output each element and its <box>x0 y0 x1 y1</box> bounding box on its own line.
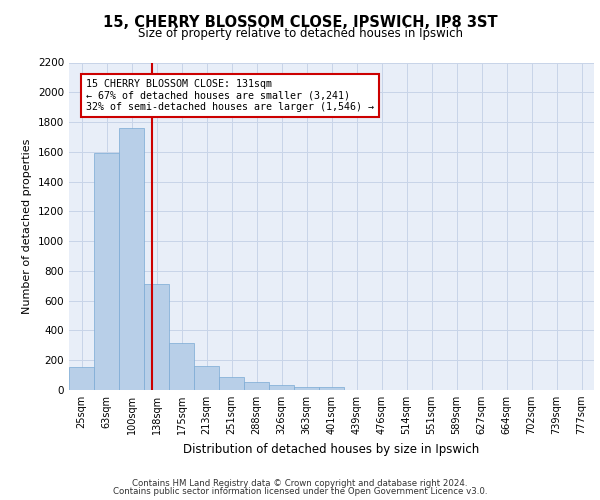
Bar <box>269 385 294 390</box>
Text: Contains HM Land Registry data © Crown copyright and database right 2024.: Contains HM Land Registry data © Crown c… <box>132 478 468 488</box>
Bar <box>69 367 94 390</box>
Text: 15, CHERRY BLOSSOM CLOSE, IPSWICH, IP8 3ST: 15, CHERRY BLOSSOM CLOSE, IPSWICH, IP8 3… <box>103 15 497 30</box>
Y-axis label: Number of detached properties: Number of detached properties <box>22 138 32 314</box>
Text: Contains public sector information licensed under the Open Government Licence v3: Contains public sector information licen… <box>113 487 487 496</box>
Bar <box>319 387 344 390</box>
Text: Size of property relative to detached houses in Ipswich: Size of property relative to detached ho… <box>137 28 463 40</box>
Bar <box>194 366 219 390</box>
Bar <box>244 382 269 390</box>
X-axis label: Distribution of detached houses by size in Ipswich: Distribution of detached houses by size … <box>184 442 479 456</box>
Bar <box>219 376 244 390</box>
Bar <box>94 154 119 390</box>
Bar <box>119 128 144 390</box>
Bar <box>294 386 319 390</box>
Bar <box>144 284 169 390</box>
Text: 15 CHERRY BLOSSOM CLOSE: 131sqm
← 67% of detached houses are smaller (3,241)
32%: 15 CHERRY BLOSSOM CLOSE: 131sqm ← 67% of… <box>86 79 374 112</box>
Bar <box>169 343 194 390</box>
